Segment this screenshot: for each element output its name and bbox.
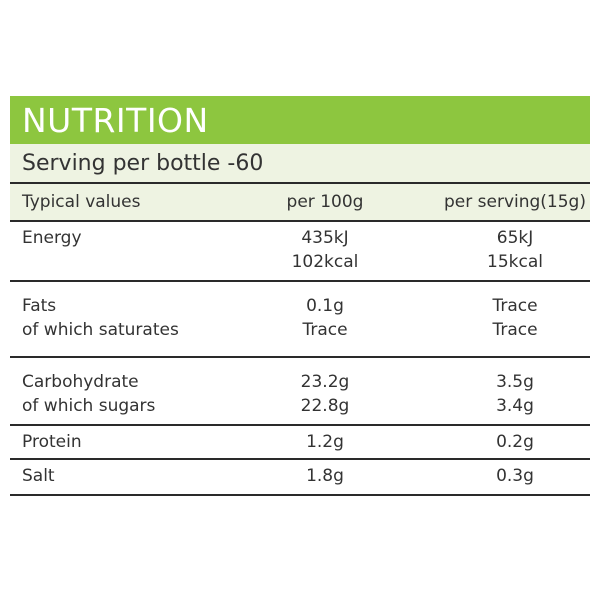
per-serving-cell: 65kJ 15kcal xyxy=(440,226,590,280)
nutrient-name: Protein xyxy=(22,432,82,452)
per-100g-cell: 1.2g xyxy=(210,430,440,458)
nutrient-name: Energy xyxy=(22,228,82,248)
value-per-serving: Trace xyxy=(492,320,538,340)
nutrient-subname: of which saturates xyxy=(22,320,179,340)
nutrition-panel: NUTRITION Serving per bottle -60 Typical… xyxy=(10,96,590,496)
table-row-fats: Fats of which saturates 0.1g Trace Trace… xyxy=(10,282,590,358)
nutrient-subname: of which sugars xyxy=(22,396,156,416)
value-per-100g: 1.8g xyxy=(306,466,344,486)
table-row-energy: Energy 435kJ 102kcal 65kJ 15kcal xyxy=(10,222,590,282)
serving-info: Serving per bottle -60 xyxy=(22,150,264,176)
table-row-protein: Protein 1.2g 0.2g xyxy=(10,426,590,460)
value-per-100g: 23.2g xyxy=(300,372,350,392)
table-row-salt: Salt 1.8g 0.3g xyxy=(10,460,590,496)
per-serving-cell: 0.2g xyxy=(440,430,590,458)
nutrient-name: Fats xyxy=(22,296,57,316)
per-100g-cell: 435kJ 102kcal xyxy=(210,226,440,280)
value-per-serving: 3.5g xyxy=(496,372,534,392)
nutrient-name-cell: Fats of which saturates xyxy=(10,294,210,356)
nutrient-name-cell: Carbohydrate of which sugars xyxy=(10,370,210,424)
serving-bar: Serving per bottle -60 xyxy=(10,144,590,184)
value-per-100g: 435kJ xyxy=(301,228,349,248)
table-header-row: Typical values per 100g per serving(15g) xyxy=(10,184,590,222)
value-per-100g: 0.1g xyxy=(306,296,344,316)
value-per-100g: 22.8g xyxy=(300,396,350,416)
value-per-serving: 0.3g xyxy=(496,466,534,486)
per-serving-cell: 3.5g 3.4g xyxy=(440,370,590,424)
value-per-serving: 0.2g xyxy=(496,432,534,452)
value-per-100g: Trace xyxy=(302,320,348,340)
per-100g-cell: 23.2g 22.8g xyxy=(210,370,440,424)
per-serving-cell: 0.3g xyxy=(440,464,590,494)
title-bar: NUTRITION xyxy=(10,96,590,144)
column-header-typical-values: Typical values xyxy=(22,192,141,212)
value-per-100g: 1.2g xyxy=(306,432,344,452)
per-serving-cell: Trace Trace xyxy=(440,294,590,356)
column-header-per-100g: per 100g xyxy=(286,192,364,212)
nutrition-title: NUTRITION xyxy=(22,100,209,140)
nutrient-name: Salt xyxy=(22,466,55,486)
value-per-serving: 3.4g xyxy=(496,396,534,416)
value-per-100g: 102kcal xyxy=(291,252,359,272)
nutrient-name-cell: Salt xyxy=(10,464,210,494)
value-per-serving: 15kcal xyxy=(487,252,543,272)
nutrient-name-cell: Protein xyxy=(10,430,210,458)
value-per-serving: 65kJ xyxy=(496,228,534,248)
nutrient-name: Carbohydrate xyxy=(22,372,139,392)
column-header-per-serving: per serving(15g) xyxy=(444,192,586,212)
per-100g-cell: 0.1g Trace xyxy=(210,294,440,356)
value-per-serving: Trace xyxy=(492,296,538,316)
nutrient-name-cell: Energy xyxy=(10,226,210,280)
table-row-carbohydrate: Carbohydrate of which sugars 23.2g 22.8g… xyxy=(10,358,590,426)
per-100g-cell: 1.8g xyxy=(210,464,440,494)
